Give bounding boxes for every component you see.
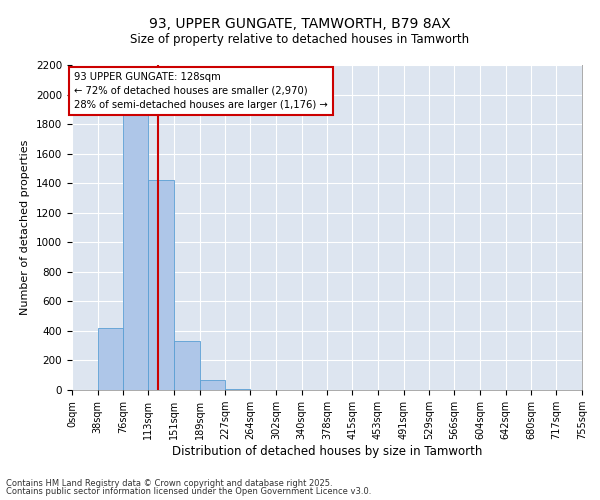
- Text: 93 UPPER GUNGATE: 128sqm
← 72% of detached houses are smaller (2,970)
28% of sem: 93 UPPER GUNGATE: 128sqm ← 72% of detach…: [74, 72, 328, 110]
- Bar: [226, 388, 250, 390]
- Text: Contains public sector information licensed under the Open Government Licence v3: Contains public sector information licen…: [6, 487, 371, 496]
- Bar: [98, 328, 124, 390]
- Text: Contains HM Land Registry data © Crown copyright and database right 2025.: Contains HM Land Registry data © Crown c…: [6, 478, 332, 488]
- X-axis label: Distribution of detached houses by size in Tamworth: Distribution of detached houses by size …: [172, 445, 482, 458]
- Bar: [124, 102, 148, 390]
- Text: 93, UPPER GUNGATE, TAMWORTH, B79 8AX: 93, UPPER GUNGATE, TAMWORTH, B79 8AX: [149, 18, 451, 32]
- Text: Size of property relative to detached houses in Tamworth: Size of property relative to detached ho…: [130, 32, 470, 46]
- Y-axis label: Number of detached properties: Number of detached properties: [20, 140, 31, 315]
- Bar: [200, 380, 226, 390]
- Bar: [174, 341, 200, 390]
- Bar: [148, 180, 174, 390]
